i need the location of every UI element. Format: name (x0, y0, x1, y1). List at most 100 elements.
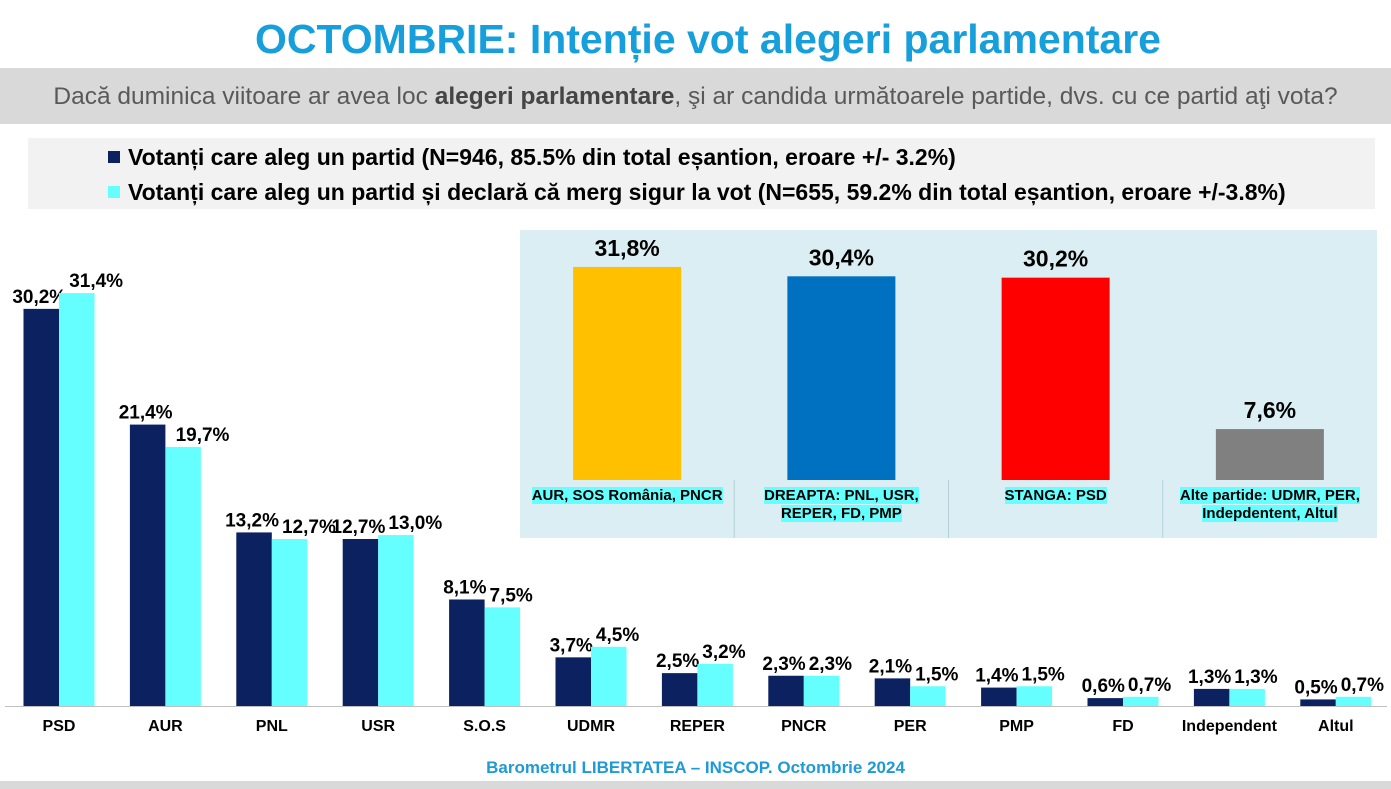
bar-pmp-series-1 (981, 687, 1017, 706)
value-label-fd-series-2: 0,7% (1128, 675, 1171, 696)
group-category-text: Alte partide: UDMR, PER, Indepdentent, A… (1179, 487, 1360, 522)
bar-udmr-series-1 (555, 657, 591, 706)
category-label-fd: FD (1112, 718, 1133, 735)
value-label-psd-series-2: 31,4% (69, 271, 123, 292)
question-text-end: , şi ar candida următoarele partide, dvs… (674, 83, 1338, 110)
value-label-altul-series-2: 0,7% (1341, 675, 1384, 696)
grouped-vote-intention-chart: 31,8% 30,4% 30,2% 7,6% (573, 235, 1324, 538)
bar-pnl-series-1 (236, 532, 272, 706)
question-text-start: Dacă duminica viitoare ar avea loc (53, 83, 435, 110)
bar-reper-series-2 (697, 663, 733, 706)
category-label-s-o-s: S.O.S (463, 718, 506, 735)
value-label-udmr-series-1: 3,7% (550, 635, 593, 656)
bar-s-o-s-series-1 (449, 599, 485, 706)
value-label-reper-series-2: 3,2% (702, 642, 745, 663)
legend-swatch-series-2 (108, 186, 120, 198)
page-title: OCTOMBRIE: Intenție vot alegeri parlamen… (254, 16, 1161, 62)
group-category-text: AUR, SOS România, PNCR (531, 487, 723, 504)
value-label-usr-series-1: 12,7% (332, 517, 386, 538)
bottom-band (0, 781, 1391, 789)
bar-s-o-s-series-2 (484, 607, 521, 706)
group-bar-stanga-psd (1001, 277, 1110, 480)
category-label-psd: PSD (43, 718, 76, 735)
category-label-usr: USR (361, 718, 395, 735)
value-label-per-series-1: 2,1% (869, 656, 912, 677)
group-bar-aur-sos-romania-pncr (573, 266, 682, 480)
value-label-psd-series-1: 30,2% (12, 287, 66, 308)
bar-per-series-2 (910, 686, 946, 706)
value-label-usr-series-2: 13,0% (388, 513, 442, 534)
value-label-pmp-series-1: 1,4% (975, 666, 1018, 687)
legend-label-series-2: Votanți care aleg un partid și declară c… (128, 178, 1286, 205)
grouped-category-labels: AUR, SOS România, PNCR DREAPTA: PNL, USR,… (520, 230, 1377, 538)
bar-psd-series-1 (23, 308, 59, 706)
legend: Votanți care aleg un partid (N=946, 85.5… (28, 138, 1375, 209)
bar-reper-series-1 (661, 673, 698, 706)
bar-altul-series-2 (1335, 696, 1372, 706)
value-label-pnl-series-1: 13,2% (225, 510, 279, 531)
bar-independent-series-2 (1229, 688, 1265, 706)
bar-udmr-series-2 (591, 646, 627, 706)
value-label-pncr-series-1: 2,3% (762, 654, 805, 675)
category-label-udmr: UDMR (567, 718, 615, 735)
group-category-text: STANGA: PSD (1004, 487, 1107, 504)
category-label-pncr: PNCR (781, 718, 827, 735)
value-label-altul-series-1: 0,5% (1294, 677, 1337, 698)
value-label-independent-series-1: 1,3% (1188, 667, 1231, 688)
legend-item-sure-voters: Votanți care aleg un partid și declară c… (28, 178, 1375, 205)
bar-pnl-series-2 (271, 538, 308, 706)
grouped-vote-intention-panel: 31,8% 30,4% 30,2% 7,6% AUR, SOS România, PN… (520, 230, 1377, 538)
category-label-reper: REPER (670, 718, 726, 735)
question-text-emphasis: alegeri parlamentare (434, 83, 675, 110)
value-label-independent-series-2: 1,3% (1234, 667, 1277, 688)
value-label-reper-series-1: 2,5% (656, 651, 699, 672)
value-label-fd-series-1: 0,6% (1082, 676, 1125, 697)
bar-aur-series-2 (165, 446, 201, 706)
category-label-pmp: PMP (999, 718, 1034, 735)
value-label-s-o-s-series-2: 7,5% (490, 585, 533, 606)
group-bar-alte-partide-udmr-per-indepdentent-altul (1215, 429, 1324, 480)
value-label-pnl-series-2: 12,7% (282, 517, 336, 538)
bar-altul-series-1 (1300, 699, 1336, 706)
category-label-per: PER (894, 718, 927, 735)
category-label-independent: Independent (1182, 718, 1278, 735)
category-label-altul: Altul (1318, 718, 1354, 735)
group-value-label-aur-sos-romania-pncr: 31,8% (595, 235, 660, 261)
value-label-pncr-series-2: 2,3% (809, 654, 852, 675)
group-value-label-dreapta-pnl-usr-reper-fd-pmp: 30,4% (809, 244, 874, 270)
group-category-text: DREAPTA: PNL, USR, REPER, FD, PMP (764, 487, 919, 522)
group-category-label-dreapta-pnl-usr-reper-fd-pmp: DREAPTA: PNL, USR, REPER, FD, PMP (741, 487, 941, 523)
value-label-per-series-2: 1,5% (915, 664, 958, 685)
source-footer: Barometrul LIBERTATEA – INSCOP. Octombri… (486, 757, 905, 777)
group-category-label-aur-sos-romania-pncr: AUR, SOS România, PNCR (527, 487, 727, 505)
bar-fd-series-2 (1123, 696, 1159, 706)
bar-psd-series-2 (59, 293, 95, 706)
bar-pmp-series-2 (1016, 686, 1053, 706)
legend-label-series-1: Votanți care aleg un partid (N=946, 85.5… (128, 143, 956, 170)
bar-per-series-1 (874, 678, 911, 706)
value-label-aur-series-2: 19,7% (176, 425, 230, 446)
value-label-pmp-series-2: 1,5% (1022, 664, 1065, 685)
bar-independent-series-1 (1193, 688, 1230, 706)
category-label-aur: AUR (148, 718, 183, 735)
group-category-label-stanga-psd: STANGA: PSD (956, 487, 1156, 505)
legend-swatch-series-1 (108, 151, 120, 163)
bar-aur-series-1 (129, 424, 166, 706)
group-bar-dreapta-pnl-usr-reper-fd-pmp (787, 276, 896, 480)
bar-pncr-series-2 (803, 675, 840, 706)
bar-usr-series-2 (378, 535, 414, 706)
group-value-label-alte-partide-udmr-per-indepdentent-altul: 7,6% (1244, 397, 1296, 423)
question-banner: Dacă duminica viitoare ar avea loc alege… (0, 68, 1391, 124)
value-label-s-o-s-series-1: 8,1% (443, 577, 486, 598)
value-label-aur-series-1: 21,4% (119, 403, 173, 424)
bar-fd-series-1 (1087, 698, 1123, 706)
survey-question: Dacă duminica viitoare ar avea loc alege… (0, 68, 1391, 126)
group-category-label-alte-partide-udmr-per-indepdentent-altul: Alte partide: UDMR, PER, Indepdentent, A… (1170, 487, 1370, 523)
value-label-udmr-series-2: 4,5% (596, 625, 639, 646)
group-value-label-stanga-psd: 30,2% (1023, 246, 1088, 272)
bar-pncr-series-1 (768, 675, 804, 706)
bar-usr-series-1 (342, 538, 379, 706)
legend-item-all-voters: Votanți care aleg un partid (N=946, 85.5… (28, 143, 1375, 170)
category-label-pnl: PNL (256, 718, 288, 735)
